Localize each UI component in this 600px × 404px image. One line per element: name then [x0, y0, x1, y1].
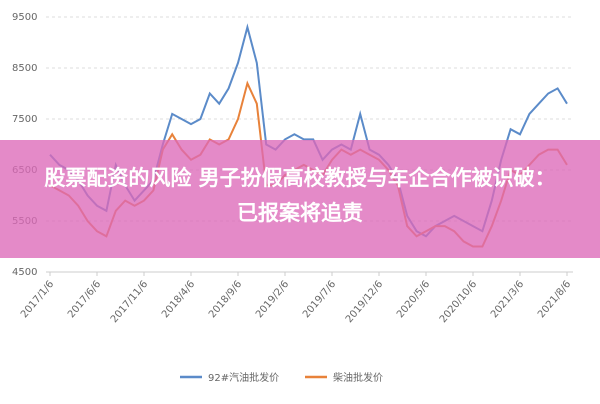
banner-title: 已报案将追责 [237, 201, 363, 225]
y-tick-label: 7500 [12, 114, 37, 125]
banner-title: 股票配资的风险 男子扮假高校教授与车企合作被识破： [44, 166, 555, 190]
y-tick-label: 4500 [12, 267, 37, 278]
y-tick-label: 8500 [12, 63, 37, 74]
banner [0, 140, 600, 258]
legend-label: 柴油批发价 [333, 371, 383, 384]
y-tick-label: 9500 [12, 12, 37, 23]
legend-label: 92#汽油批发价 [208, 371, 279, 384]
